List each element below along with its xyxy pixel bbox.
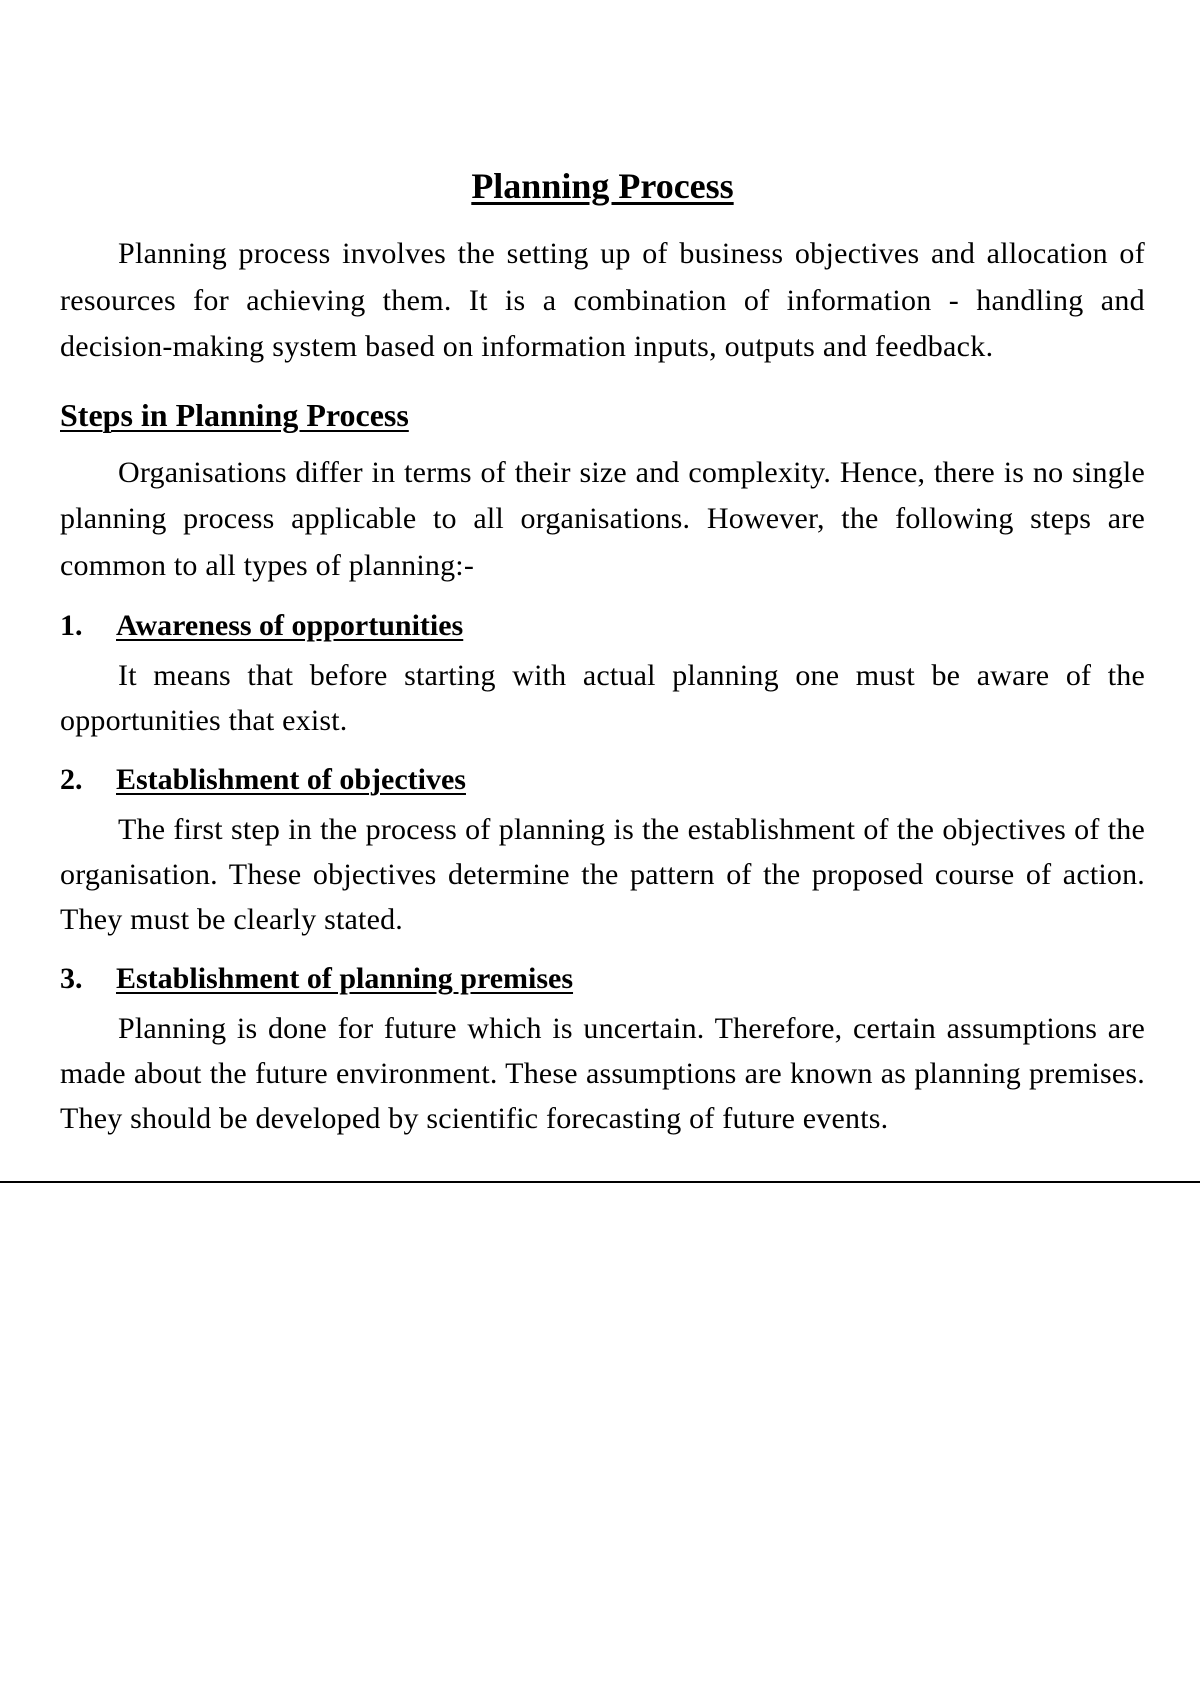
step-2: 2. Establishment of objectives The first…: [60, 763, 1145, 942]
document-page: Planning Process Planning process involv…: [0, 0, 1200, 1221]
intro-paragraph: Planning process involves the setting up…: [60, 231, 1145, 371]
step-1: 1. Awareness of opportunities It means t…: [60, 609, 1145, 743]
step-number: 1.: [60, 609, 116, 643]
section: Steps in Planning Process Organisations …: [60, 397, 1145, 590]
section-heading: Steps in Planning Process: [60, 397, 409, 434]
page-title: Planning Process: [60, 165, 1145, 207]
step-title: Establishment of objectives: [116, 763, 466, 797]
title-text: Planning Process: [471, 166, 733, 206]
step-heading: 1. Awareness of opportunities: [60, 609, 1145, 643]
step-number: 3.: [60, 962, 116, 996]
step-body: The first step in the process of plannin…: [60, 807, 1145, 942]
step-heading: 3. Establishment of planning premises: [60, 962, 1145, 996]
section-intro: Organisations differ in terms of their s…: [60, 450, 1145, 590]
step-heading: 2. Establishment of objectives: [60, 763, 1145, 797]
step-3: 3. Establishment of planning premises Pl…: [60, 962, 1145, 1141]
step-title: Establishment of planning premises: [116, 962, 573, 996]
step-number: 2.: [60, 763, 116, 797]
step-title: Awareness of opportunities: [116, 609, 463, 643]
step-body: Planning is done for future which is unc…: [60, 1006, 1145, 1141]
horizontal-rule: [0, 1181, 1200, 1183]
step-body: It means that before starting with actua…: [60, 653, 1145, 743]
